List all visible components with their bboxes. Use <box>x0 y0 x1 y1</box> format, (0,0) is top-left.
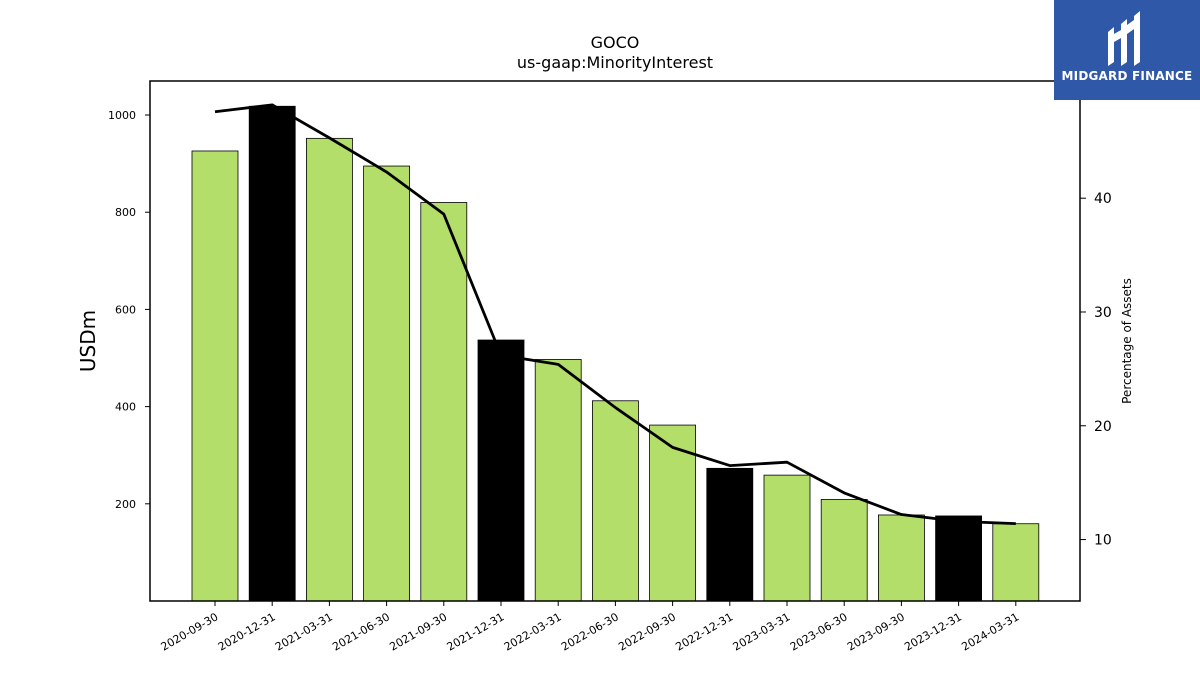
bar <box>763 474 811 602</box>
bar <box>477 339 525 602</box>
y2-tick-label: 20 <box>1094 419 1112 435</box>
chart-title: GOCO <box>591 33 640 52</box>
x-tick-label: 2023-12-31 <box>902 610 964 653</box>
x-tick-label: 2021-09-30 <box>387 610 449 653</box>
y-tick-label: 1000 <box>108 109 136 122</box>
x-tick-label: 2022-06-30 <box>559 610 621 653</box>
logo-text: MIDGARD FINANCE <box>1061 69 1193 83</box>
bar <box>935 515 982 602</box>
bar <box>649 424 696 602</box>
bar <box>592 400 639 602</box>
x-tick-label: 2022-09-30 <box>616 610 678 653</box>
bar <box>191 150 239 602</box>
y2-tick-label: 30 <box>1094 305 1112 321</box>
chart-subtitle: us-gaap:MinorityInterest <box>517 53 713 72</box>
x-tick-label: 2021-06-30 <box>330 610 392 653</box>
x-tick-label: 2020-09-30 <box>159 610 221 653</box>
bar <box>992 523 1040 602</box>
percentage-line <box>214 103 1016 526</box>
x-tick-label: 2022-03-31 <box>502 610 564 653</box>
x-tick-label: 2023-09-30 <box>845 610 907 653</box>
y-axis-right: 10 20 30 40 <box>1080 191 1112 549</box>
y-tick-label: 400 <box>115 401 136 414</box>
bar <box>706 467 754 602</box>
bar-group <box>191 105 1040 602</box>
y-tick-label: 800 <box>115 206 136 219</box>
y2-tick-label: 40 <box>1094 191 1112 207</box>
x-tick-label: 2024-03-31 <box>959 610 1021 653</box>
x-tick-label: 2020-12-31 <box>216 610 278 653</box>
logo-mark-icon <box>1108 11 1140 66</box>
bar <box>248 105 296 602</box>
x-tick-label: 2023-06-30 <box>788 610 850 653</box>
bar <box>534 359 582 602</box>
bar <box>820 499 868 602</box>
y-axis-left: 200 400 600 800 1000 <box>108 109 150 511</box>
y2-axis-label: Percentage of Assets <box>1120 278 1134 404</box>
x-tick-label: 2021-12-31 <box>445 610 507 653</box>
bar <box>420 202 468 602</box>
line-group <box>214 103 1016 526</box>
y2-tick-label: 10 <box>1094 533 1112 549</box>
x-tick-label: 2021-03-31 <box>273 610 335 653</box>
midgard-finance-logo: MIDGARD FINANCE <box>1054 0 1200 100</box>
y-tick-label: 200 <box>115 498 136 511</box>
bar <box>305 137 353 602</box>
x-tick-label: 2022-12-31 <box>673 610 735 653</box>
y-axis-label: USDm <box>76 310 100 372</box>
y-tick-label: 600 <box>115 303 136 316</box>
x-tick-label: 2023-03-31 <box>731 610 793 653</box>
bar <box>363 165 411 602</box>
x-axis: 2020-09-302020-12-312021-03-312021-06-30… <box>159 601 1021 654</box>
bar <box>878 514 925 602</box>
